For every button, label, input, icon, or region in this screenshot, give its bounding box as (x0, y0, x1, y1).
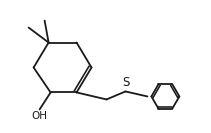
Text: S: S (122, 76, 130, 89)
Text: OH: OH (31, 111, 47, 121)
